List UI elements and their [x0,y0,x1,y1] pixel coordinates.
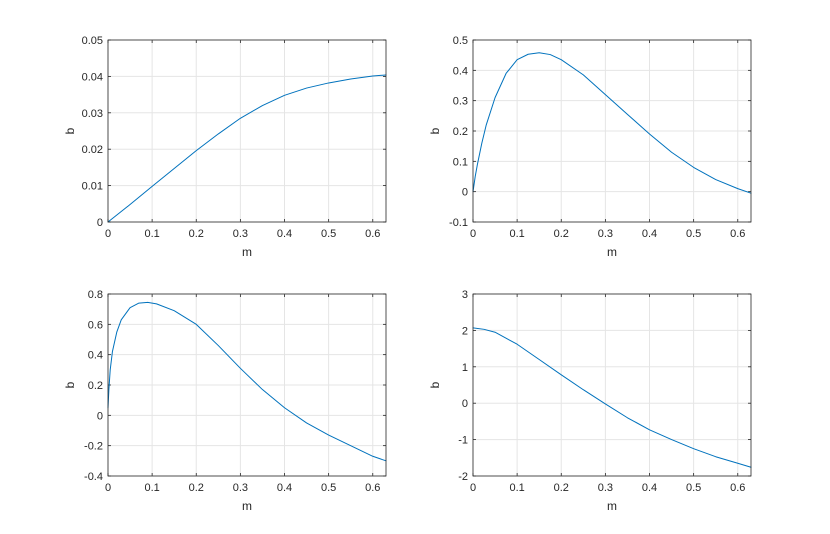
plot-area [473,294,751,476]
x-tick-label: 0.3 [233,228,248,240]
x-tick-label: 0.1 [509,228,524,240]
x-tick-label: 0.5 [686,228,701,240]
x-tick-label: 0.6 [365,482,380,494]
y-axis-label: b [428,127,442,134]
x-axis-label: m [242,245,252,259]
y-tick-label: 0 [97,410,103,422]
axes-box [472,39,752,223]
y-tick-label: 0.4 [88,350,103,362]
subplot-grid: 0 0.1 0.2 0.3 0.4 0.5 0.6 0 0.01 0.02 0.03 0.04 0.05… [63,35,752,513]
y-tick-label: -0.4 [84,471,103,483]
x-tick-label: 0.6 [365,228,380,240]
x-tick-label: 0.6 [730,482,745,494]
x-tick-label: 0.2 [189,228,204,240]
y-tick-label: 1 [462,362,468,374]
y-tick-label: -0.1 [449,217,468,229]
y-tick-label: 0 [462,398,468,410]
subplot-4: 0 0.1 0.2 0.3 0.4 0.5 0.6 -2 -1 0 1 2 3 m b [428,289,752,513]
y-tick-label: 0.1 [453,156,468,168]
x-tick-label: 0.4 [277,228,292,240]
x-tick-label: 0.4 [642,228,657,240]
y-tick-label: 0.2 [453,126,468,138]
y-tick-label: 0.04 [82,71,103,83]
x-tick-label: 0 [470,482,476,494]
y-tick-label: 0.5 [453,35,468,47]
y-tick-label: 0.03 [82,108,103,120]
axes-box [472,293,752,477]
y-tick-label: 0.8 [88,289,103,301]
axes-box [107,293,387,477]
x-axis-label: m [607,245,617,259]
x-axis-label: m [242,499,252,513]
series-line [472,52,752,194]
x-tick-label: 0.3 [598,228,613,240]
x-tick-label: 0.1 [144,482,159,494]
x-tick-label: 0.1 [509,482,524,494]
x-tick-label: 0.4 [277,482,292,494]
x-tick-label: 0 [470,228,476,240]
x-tick-label: 0.3 [598,482,613,494]
y-tick-label: 0.02 [82,144,103,156]
y-tick-label: 0 [97,217,103,229]
x-tick-label: 0.1 [144,228,159,240]
y-tick-label: 0.4 [453,65,468,77]
series-line [107,74,387,223]
y-tick-label: -0.2 [84,441,103,453]
y-axis-label: b [63,127,77,134]
y-tick-label: -2 [458,471,468,483]
y-tick-label: 0.2 [88,380,103,392]
x-tick-label: 0.3 [233,482,248,494]
y-axis-label: b [428,381,442,388]
plot-area [108,40,386,222]
series-line [472,327,752,468]
x-tick-label: 0.2 [189,482,204,494]
y-tick-label: 0.3 [453,96,468,108]
y-tick-label: 0 [462,187,468,199]
y-tick-label: 0.05 [82,35,103,47]
y-tick-label: -1 [458,435,468,447]
subplot-1: 0 0.1 0.2 0.3 0.4 0.5 0.6 0 0.01 0.02 0.03 0.04 0.05… [63,35,387,259]
x-tick-label: 0.5 [321,228,336,240]
y-axis-label: b [63,381,77,388]
x-tick-label: 0.2 [554,228,569,240]
axes-box [107,39,387,223]
series-line [107,301,387,462]
y-tick-label: 3 [462,289,468,301]
y-tick-label: 0.01 [82,181,103,193]
x-tick-label: 0.5 [321,482,336,494]
x-tick-label: 0.6 [730,228,745,240]
x-tick-label: 0.5 [686,482,701,494]
subplot-2: 0 0.1 0.2 0.3 0.4 0.5 0.6-0.100.10.20.30.40.5m… [428,35,752,259]
y-tick-label: 2 [462,325,468,337]
subplot-3: 0 0.1 0.2 0.3 0.4 0.5 0.6 -0.4 -0.2 0 0.2 0.4 0.6 0.8… [63,289,387,513]
x-tick-label: 0.2 [554,482,569,494]
x-tick-label: 0 [105,228,111,240]
x-axis-label: m [607,499,617,513]
x-tick-label: 0.4 [642,482,657,494]
y-tick-label: 0.6 [88,319,103,331]
x-tick-label: 0 [105,482,111,494]
